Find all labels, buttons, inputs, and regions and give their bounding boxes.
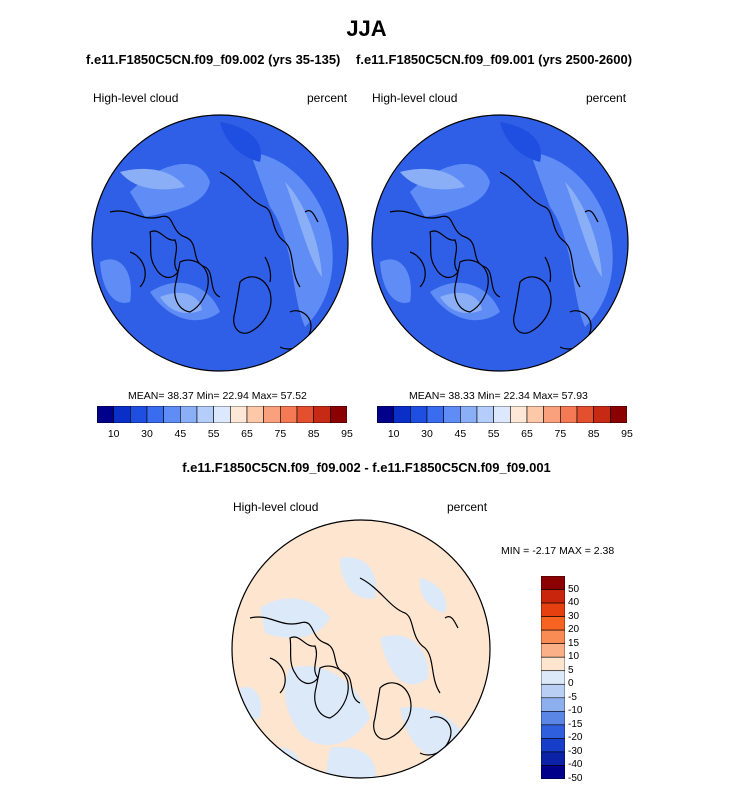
colorbar-tick-label: -15 (568, 718, 583, 730)
colorbar-tick-label: -40 (568, 759, 583, 771)
colorbar-tick-label: -30 (568, 745, 583, 757)
colorbar-tick-label: 10 (387, 428, 400, 440)
colorbar-swatch (541, 697, 565, 712)
colorbar-swatch (541, 765, 565, 779)
left-case-title: f.e11.F1850C5CN.f09_f09.002 (yrs 35-135) (86, 52, 341, 67)
diff-map-field (232, 520, 490, 778)
left-units-label: percent (307, 91, 348, 105)
colorbar-tick-label: 40 (568, 597, 580, 609)
diff-colorbar (541, 576, 565, 779)
colorbar-swatch (610, 406, 627, 423)
colorbar-tick-label: 55 (207, 428, 220, 440)
colorbar-swatch (196, 406, 214, 423)
colorbar-swatch (576, 406, 594, 423)
colorbar-tick-label: 75 (554, 428, 567, 440)
colorbar-tick-label: 65 (241, 428, 253, 440)
colorbar-tick-label: 95 (341, 428, 353, 440)
colorbar-swatch (510, 406, 528, 423)
diff-variable-label: High-level cloud (233, 500, 319, 514)
colorbar-swatch (146, 406, 164, 423)
right-polar-map (371, 114, 629, 372)
right-units-label: percent (586, 91, 627, 105)
colorbar-swatch (476, 406, 494, 423)
colorbar-tick-label: 5 (568, 664, 574, 676)
left-variable-label: High-level cloud (93, 91, 179, 105)
colorbar-swatch (246, 406, 264, 423)
colorbar-tick-label: 30 (421, 428, 433, 440)
colorbar-swatch (426, 406, 444, 423)
colorbar-swatch (541, 724, 565, 739)
colorbar-swatch (113, 406, 131, 423)
diff-units-label: percent (447, 500, 488, 514)
colorbar-swatch (130, 406, 148, 423)
left-colorbar (97, 406, 347, 423)
right-case-title: f.e11.F1850C5CN.f09_f09.001 (yrs 2500-26… (356, 52, 633, 67)
colorbar-tick-label: -10 (568, 705, 583, 717)
colorbar-tick-label: -5 (568, 691, 577, 703)
diff-polar-map (231, 519, 491, 779)
colorbar-swatch (541, 629, 565, 644)
colorbar-tick-label: 20 (568, 624, 580, 636)
colorbar-swatch (541, 616, 565, 631)
colorbar-swatch (593, 406, 611, 423)
colorbar-tick-label: 65 (521, 428, 533, 440)
right-variable-label: High-level cloud (372, 91, 458, 105)
colorbar-swatch (541, 656, 565, 672)
colorbar-tick-label: 55 (487, 428, 500, 440)
colorbar-swatch (213, 406, 231, 423)
colorbar-tick-label: 10 (107, 428, 120, 440)
right-colorbar (377, 406, 627, 423)
colorbar-tick-label: 75 (274, 428, 287, 440)
colorbar-tick-label: 30 (568, 610, 580, 622)
colorbar-swatch (377, 406, 394, 423)
diff-stats: MIN = -2.17 MAX = 2.38 (501, 545, 615, 557)
colorbar-tick-label: -20 (568, 732, 583, 744)
colorbar-tick-label: 30 (141, 428, 153, 440)
colorbar-swatch (541, 576, 565, 590)
colorbar-tick-label: 85 (307, 428, 320, 440)
colorbar-swatch (541, 711, 565, 726)
colorbar-swatch (541, 738, 565, 753)
colorbar-swatch (541, 683, 565, 699)
colorbar-tick-label: 45 (174, 428, 187, 440)
colorbar-tick-label: -50 (568, 773, 583, 784)
colorbar-tick-label: 50 (568, 583, 580, 595)
colorbar-swatch (393, 406, 411, 423)
colorbar-tick-label: 85 (587, 428, 600, 440)
colorbar-swatch (543, 406, 561, 423)
colorbar-tick-label: 45 (454, 428, 467, 440)
colorbar-swatch (541, 589, 565, 604)
colorbar-swatch (410, 406, 428, 423)
colorbar-swatch (493, 406, 511, 423)
colorbar-swatch (180, 406, 198, 423)
colorbar-swatch (526, 406, 544, 423)
colorbar-swatch (541, 602, 565, 617)
colorbar-swatch (541, 670, 565, 685)
colorbar-swatch (163, 406, 181, 423)
colorbar-swatch (296, 406, 314, 423)
colorbar-tick-label: 15 (568, 637, 580, 649)
colorbar-swatch (560, 406, 578, 423)
colorbar-swatch (230, 406, 248, 423)
left-stats: MEAN= 38.37 Min= 22.94 Max= 57.52 (128, 390, 307, 402)
colorbar-tick-label: 10 (568, 651, 580, 663)
figure-title: JJA (346, 16, 387, 41)
colorbar-swatch (541, 643, 565, 658)
colorbar-swatch (460, 406, 478, 423)
right-stats: MEAN= 38.33 Min= 22.34 Max= 57.93 (409, 390, 588, 402)
colorbar-swatch (97, 406, 114, 423)
left-polar-map (91, 114, 349, 372)
colorbar-swatch (263, 406, 281, 423)
diff-title: f.e11.F1850C5CN.f09_f09.002 - f.e11.F185… (182, 460, 551, 475)
colorbar-swatch (313, 406, 331, 423)
colorbar-swatch (541, 751, 565, 766)
colorbar-tick-label: 95 (621, 428, 633, 440)
colorbar-tick-label: 0 (568, 678, 574, 690)
colorbar-swatch (330, 406, 347, 423)
colorbar-swatch (443, 406, 461, 423)
colorbar-swatch (280, 406, 298, 423)
